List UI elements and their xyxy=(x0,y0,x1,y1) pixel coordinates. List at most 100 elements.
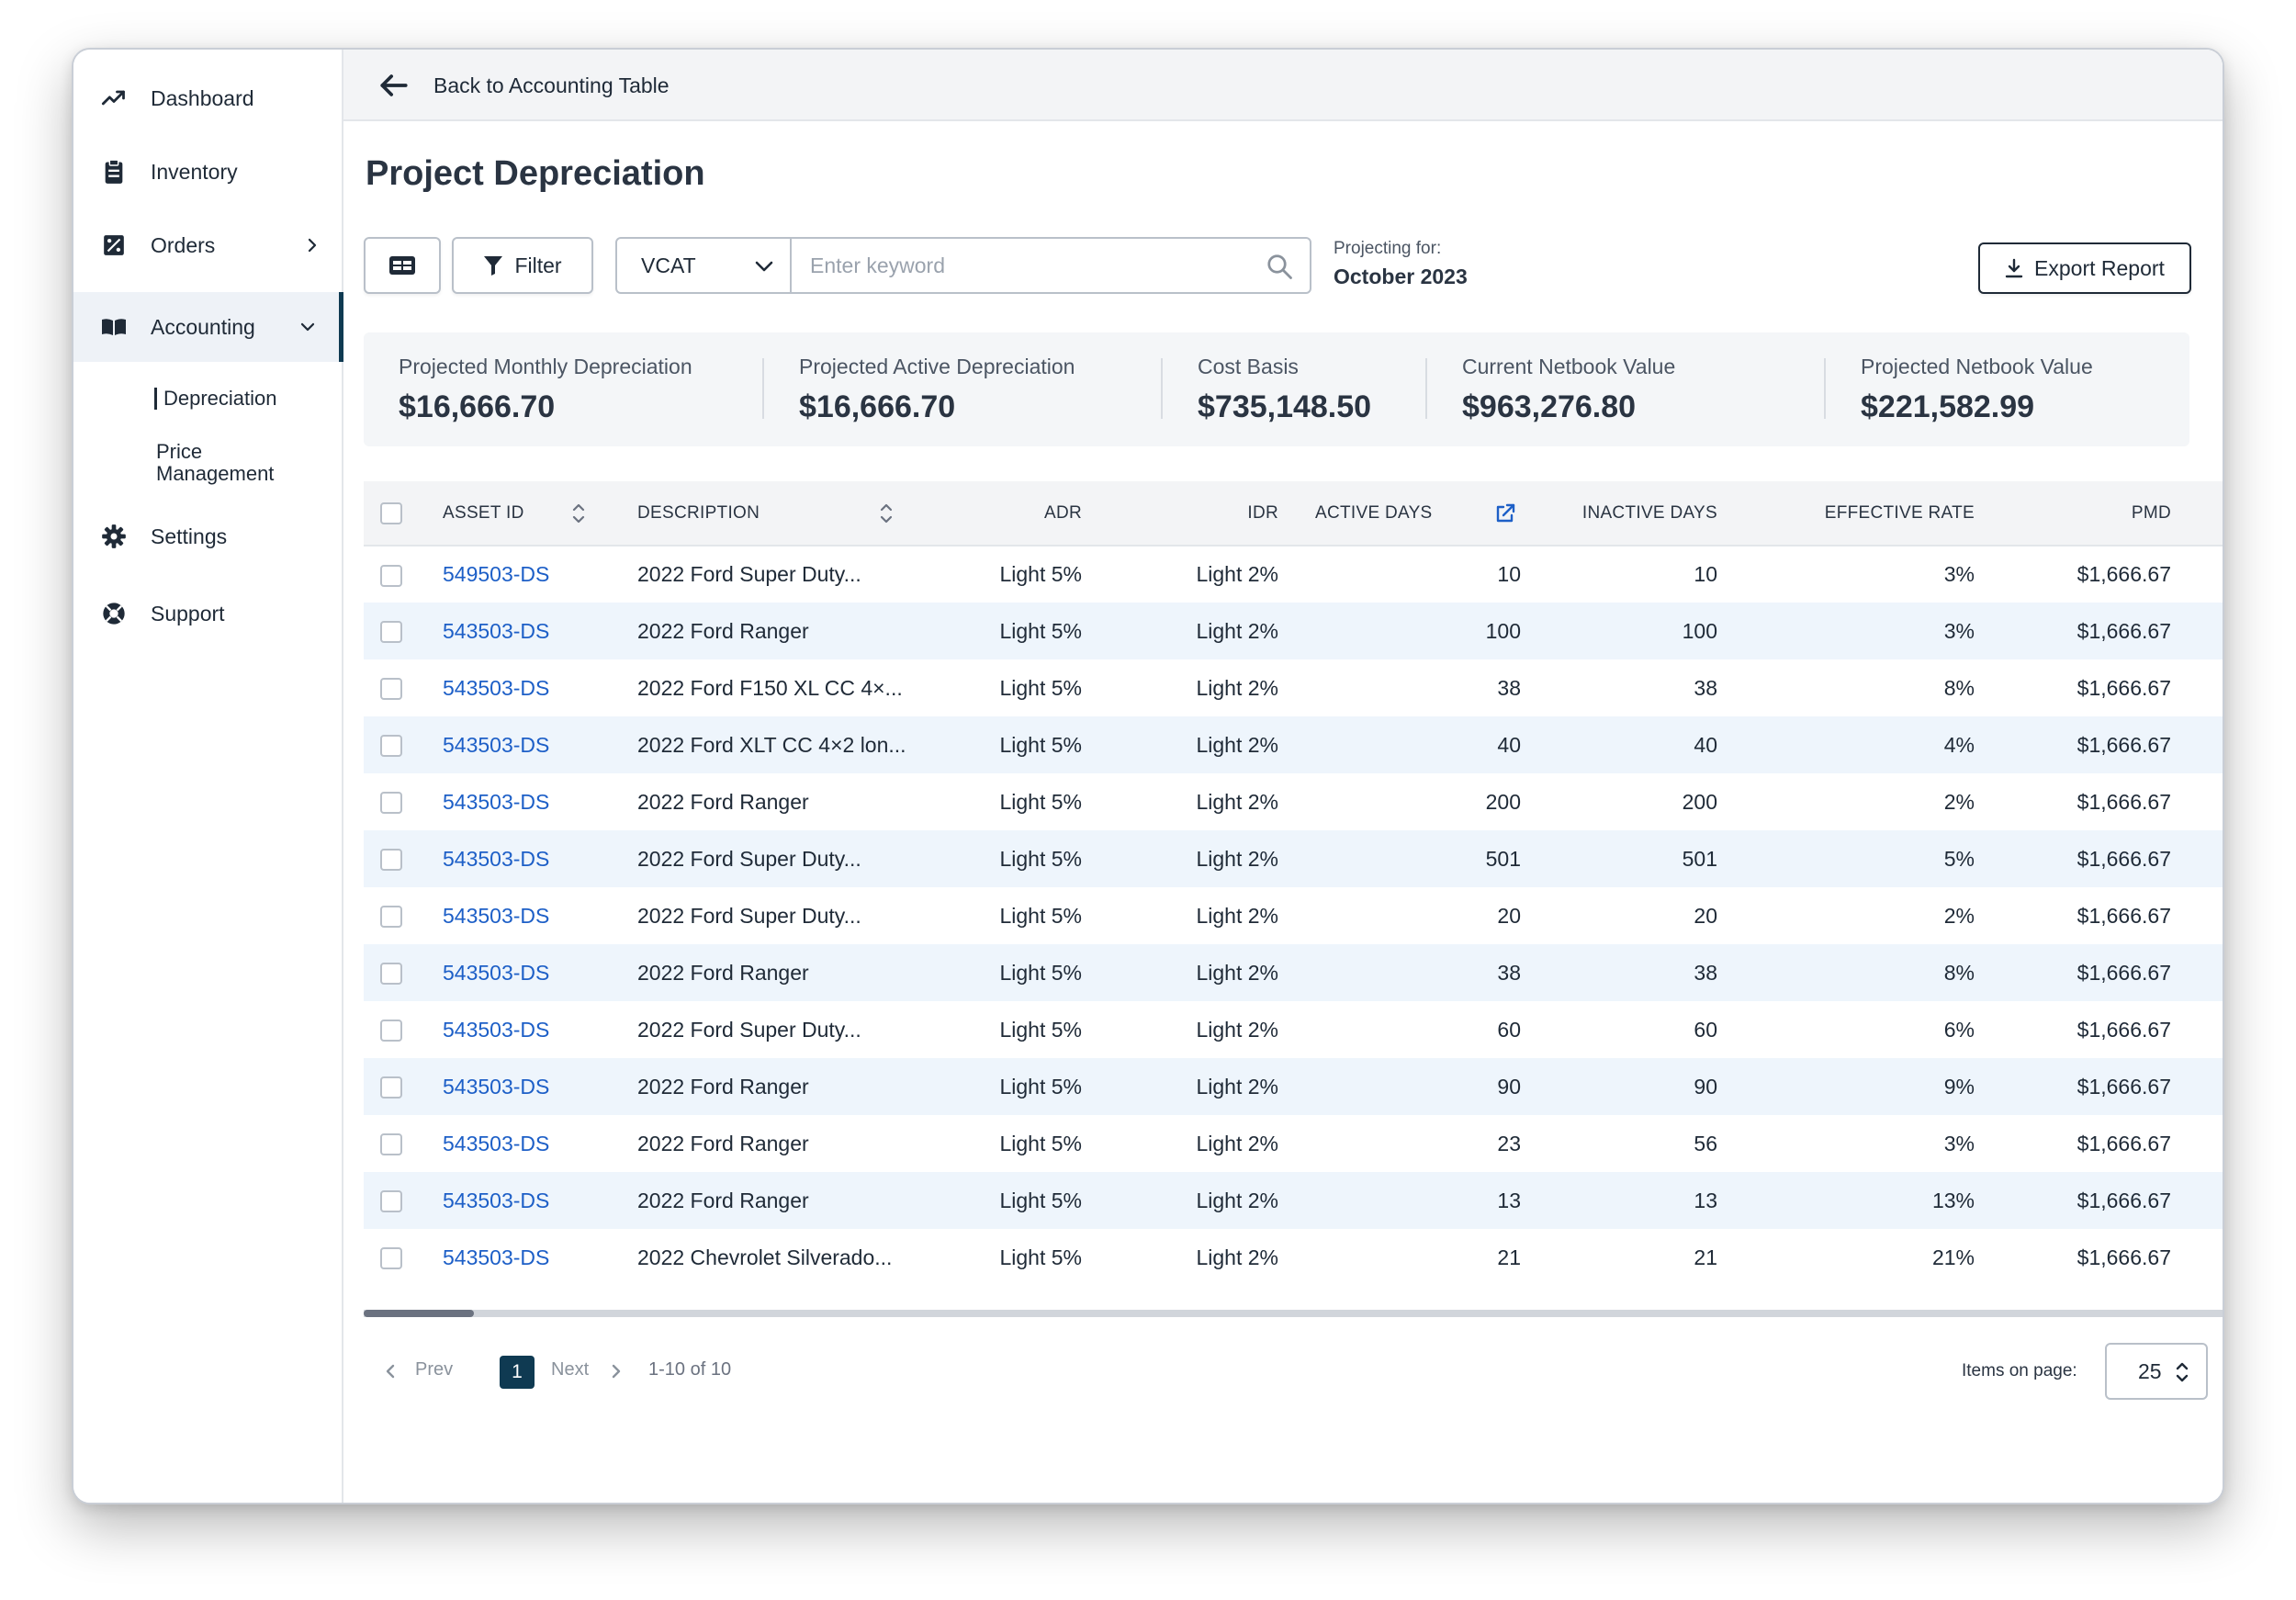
header-inactive-days: INACTIVE DAYS xyxy=(1581,502,1717,523)
sidebar-item-inventory[interactable]: Inventory xyxy=(73,137,343,207)
table-row[interactable]: 543503-DS 2022 Ford XLT CC 4×2 lon... Ligh… xyxy=(364,716,2223,773)
asset-id-link[interactable]: 543503-DS xyxy=(443,675,550,700)
select-all-checkbox[interactable] xyxy=(380,501,402,524)
table-row[interactable]: 543503-DS 2022 Ford Ranger Light 5% Light 2… xyxy=(364,1115,2223,1172)
pmd-cell: $1,666.67 xyxy=(2077,618,2171,643)
asset-id-link[interactable]: 543503-DS xyxy=(443,903,550,928)
table-row[interactable]: 543503-DS 2022 Chevrolet Silverado... Ligh… xyxy=(364,1229,2223,1286)
chevron-left-icon[interactable] xyxy=(384,1363,397,1380)
row-checkbox[interactable] xyxy=(380,1076,402,1099)
row-checkbox[interactable] xyxy=(380,906,402,929)
header-asset-id: ASSET ID xyxy=(443,502,524,523)
inactive-days-cell: 38 xyxy=(1694,960,1717,985)
row-checkbox[interactable] xyxy=(380,1247,402,1270)
effective-rate-cell: 4% xyxy=(1943,732,1975,757)
table-row[interactable]: 543503-DS 2022 Ford Ranger Light 5% Light 2… xyxy=(364,603,2223,659)
asset-id-link[interactable]: 543503-DS xyxy=(443,960,550,985)
asset-id-link[interactable]: 543503-DS xyxy=(443,1074,550,1099)
effective-rate-cell: 2% xyxy=(1943,789,1975,814)
search-input[interactable] xyxy=(792,239,1310,292)
idr-cell: Light 2% xyxy=(1196,1245,1278,1269)
table-row[interactable]: 543503-DS 2022 Ford Ranger Light 5% Light 2… xyxy=(364,944,2223,1001)
asset-id-link[interactable]: 543503-DS xyxy=(443,789,550,814)
asset-id-link[interactable]: 543503-DS xyxy=(443,1017,550,1042)
table-row[interactable]: 543503-DS 2022 Ford F150 XL CC 4×... Light… xyxy=(364,659,2223,716)
table-row[interactable]: 549503-DS 2022 Ford Super Duty... Light 5%… xyxy=(364,546,2223,603)
pmd-cell: $1,666.67 xyxy=(2077,960,2171,985)
chevron-right-icon[interactable] xyxy=(610,1363,623,1380)
row-checkbox[interactable] xyxy=(380,1190,402,1213)
row-checkbox[interactable] xyxy=(380,621,402,644)
sidebar-subitem-depreciation[interactable]: Depreciation xyxy=(154,388,277,410)
sidebar-item-accounting[interactable]: Accounting xyxy=(73,292,343,362)
idr-cell: Light 2% xyxy=(1196,732,1278,757)
sidebar-item-settings[interactable]: Settings xyxy=(73,501,343,571)
next-button[interactable]: Next xyxy=(551,1359,590,1380)
projecting-value: October 2023 xyxy=(1334,265,1468,288)
table-view-button[interactable] xyxy=(364,237,441,294)
asset-id-link[interactable]: 543503-DS xyxy=(443,732,550,757)
sidebar-item-support[interactable]: Support xyxy=(73,579,343,648)
sort-icon[interactable] xyxy=(877,501,895,526)
table-row[interactable]: 543503-DS 2022 Ford Ranger Light 5% Light 2… xyxy=(364,773,2223,830)
page-number-current[interactable]: 1 xyxy=(500,1356,535,1389)
scrollbar-thumb[interactable] xyxy=(364,1310,474,1317)
sidebar-item-orders[interactable]: Orders xyxy=(73,210,343,280)
table-row[interactable]: 543503-DS 2022 Ford Ranger Light 5% Light 2… xyxy=(364,1058,2223,1115)
table-row[interactable]: 543503-DS 2022 Ford Super Duty... Light 5%… xyxy=(364,1001,2223,1058)
adr-cell: Light 5% xyxy=(999,960,1082,985)
divider xyxy=(762,358,764,419)
header-idr: IDR xyxy=(1247,502,1278,523)
active-days-cell: 20 xyxy=(1497,903,1521,928)
adr-cell: Light 5% xyxy=(999,562,1082,586)
table-row[interactable]: 543503-DS 2022 Ford Super Duty... Light 5%… xyxy=(364,887,2223,944)
row-checkbox[interactable] xyxy=(380,1133,402,1156)
items-per-page-select[interactable]: 25 xyxy=(2105,1343,2208,1400)
row-checkbox[interactable] xyxy=(380,792,402,815)
sidebar-item-label: Inventory xyxy=(151,159,238,184)
category-select[interactable]: VCAT xyxy=(617,239,792,292)
row-checkbox[interactable] xyxy=(380,735,402,758)
sort-icon[interactable] xyxy=(569,501,588,526)
table-row[interactable]: 543503-DS 2022 Ford Super Duty... Light 5%… xyxy=(364,830,2223,887)
sidebar: Dashboard Inventory Orders Accounting xyxy=(73,50,343,1503)
filter-button[interactable]: Filter xyxy=(452,237,593,294)
asset-id-link[interactable]: 543503-DS xyxy=(443,846,550,871)
inactive-days-cell: 60 xyxy=(1694,1017,1717,1042)
pmd-cell: $1,666.67 xyxy=(2077,1245,2171,1269)
effective-rate-cell: 13% xyxy=(1931,1188,1975,1212)
sidebar-subitem-price-management[interactable]: Price Management xyxy=(156,440,275,485)
active-days-cell: 100 xyxy=(1485,618,1521,643)
asset-id-link[interactable]: 543503-DS xyxy=(443,1188,550,1212)
adr-cell: Light 5% xyxy=(999,1188,1082,1212)
prev-button[interactable]: Prev xyxy=(415,1359,454,1380)
back-link[interactable]: Back to Accounting Table xyxy=(433,73,670,97)
stat-label: Projected Active Depreciation xyxy=(799,355,1075,378)
effective-rate-cell: 9% xyxy=(1943,1074,1975,1099)
stat-value: $16,666.70 xyxy=(799,389,956,424)
sidebar-item-dashboard[interactable]: Dashboard xyxy=(73,63,343,133)
external-link-icon[interactable] xyxy=(1494,502,1516,524)
inactive-days-cell: 56 xyxy=(1694,1131,1717,1155)
export-report-button[interactable]: Export Report xyxy=(1978,242,2191,294)
row-checkbox[interactable] xyxy=(380,849,402,872)
arrow-left-icon[interactable] xyxy=(378,70,410,101)
row-checkbox[interactable] xyxy=(380,678,402,701)
table-row[interactable]: 543503-DS 2022 Ford Ranger Light 5% Light 2… xyxy=(364,1172,2223,1229)
row-checkbox[interactable] xyxy=(380,963,402,986)
asset-id-link[interactable]: 543503-DS xyxy=(443,618,550,643)
row-checkbox[interactable] xyxy=(380,1020,402,1042)
items-per-page-label: Items on page: xyxy=(1962,1361,2077,1380)
pmd-cell: $1,666.67 xyxy=(2077,1131,2171,1155)
asset-id-link[interactable]: 543503-DS xyxy=(443,1131,550,1155)
idr-cell: Light 2% xyxy=(1196,562,1278,586)
search-icon[interactable] xyxy=(1266,253,1293,280)
idr-cell: Light 2% xyxy=(1196,1017,1278,1042)
download-icon xyxy=(2005,258,2023,278)
asset-id-link[interactable]: 549503-DS xyxy=(443,562,550,586)
row-checkbox[interactable] xyxy=(380,564,402,587)
header-description: DESCRIPTION xyxy=(637,502,760,523)
inactive-days-cell: 20 xyxy=(1694,903,1717,928)
horizontal-scrollbar[interactable] xyxy=(364,1310,2223,1317)
asset-id-link[interactable]: 543503-DS xyxy=(443,1245,550,1269)
